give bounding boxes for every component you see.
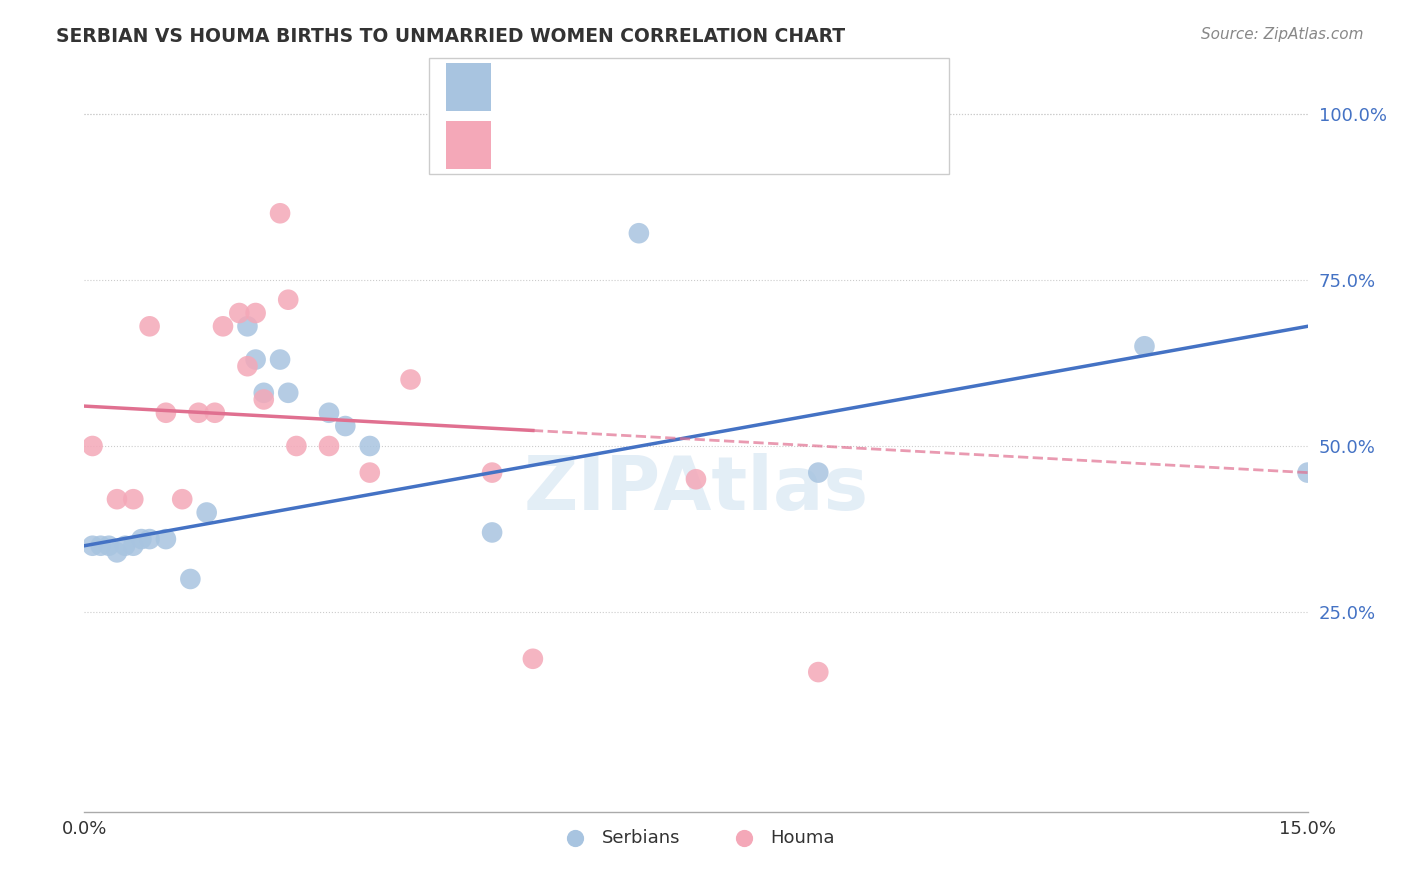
Text: R =   0.371   N = 24: R = 0.371 N = 24	[499, 70, 682, 87]
Legend: Serbians, Houma: Serbians, Houma	[550, 822, 842, 854]
Text: ZIPAtlas: ZIPAtlas	[523, 453, 869, 526]
Point	[399, 372, 422, 386]
Point	[269, 352, 291, 367]
Point	[481, 466, 503, 480]
Text: SERBIAN VS HOUMA BIRTHS TO UNMARRIED WOMEN CORRELATION CHART: SERBIAN VS HOUMA BIRTHS TO UNMARRIED WOM…	[56, 27, 845, 45]
Point	[82, 539, 104, 553]
Point	[359, 466, 381, 480]
Point	[228, 306, 250, 320]
Point	[318, 406, 340, 420]
Point	[285, 439, 308, 453]
Text: Source: ZipAtlas.com: Source: ZipAtlas.com	[1201, 27, 1364, 42]
Point	[155, 406, 177, 420]
Point	[90, 539, 112, 553]
Point	[212, 319, 235, 334]
Point	[359, 439, 381, 453]
Point	[172, 492, 194, 507]
Point	[195, 506, 218, 520]
Point	[522, 652, 544, 666]
Point	[253, 385, 276, 400]
Point	[155, 532, 177, 546]
Point	[277, 293, 299, 307]
Point	[245, 306, 267, 320]
Point	[82, 439, 104, 453]
Point	[481, 525, 503, 540]
Point	[122, 492, 145, 507]
Point	[318, 439, 340, 453]
Point	[138, 319, 160, 334]
Point	[685, 472, 707, 486]
Point	[1296, 466, 1319, 480]
Point	[269, 206, 291, 220]
Point	[105, 545, 128, 559]
Point	[131, 532, 153, 546]
Point	[105, 492, 128, 507]
Point	[277, 385, 299, 400]
Point	[122, 539, 145, 553]
Point	[179, 572, 201, 586]
Point	[807, 466, 830, 480]
Point	[187, 406, 209, 420]
Point	[236, 359, 259, 374]
Point	[204, 406, 226, 420]
Point	[236, 319, 259, 334]
Text: R = -0.047   N = 23: R = -0.047 N = 23	[499, 128, 676, 145]
Point	[114, 539, 136, 553]
Point	[245, 352, 267, 367]
Point	[335, 419, 357, 434]
Point	[807, 665, 830, 679]
Point	[138, 532, 160, 546]
Point	[253, 392, 276, 407]
Point	[97, 539, 120, 553]
Point	[1133, 339, 1156, 353]
Point	[627, 226, 650, 240]
